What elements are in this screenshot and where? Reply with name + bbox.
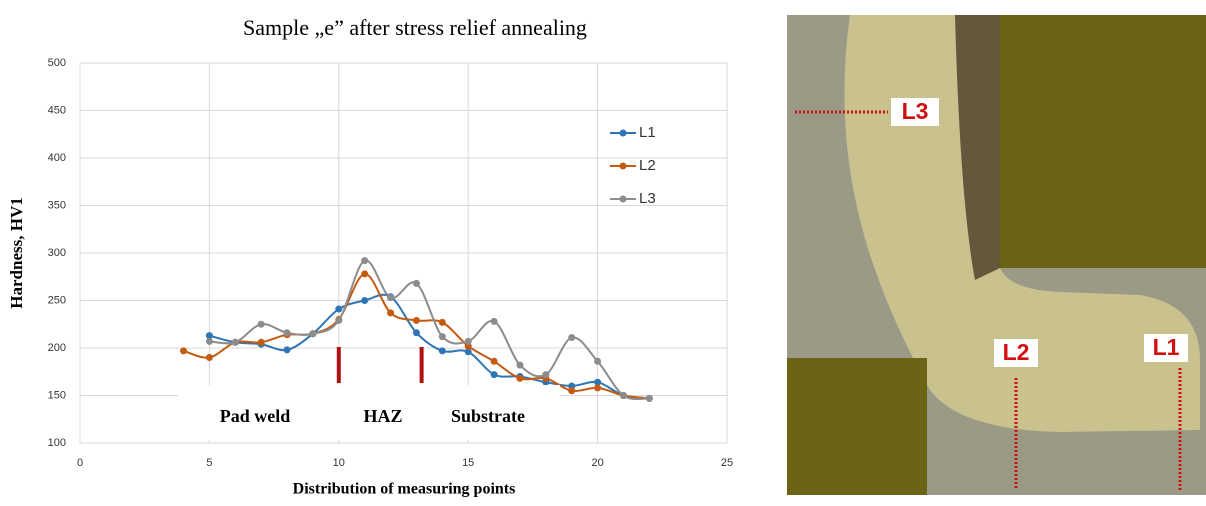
legend-label: L1 (639, 124, 656, 141)
data-point (516, 374, 524, 382)
x-tick-label: 0 (77, 457, 83, 469)
series-line (209, 259, 650, 401)
data-point (412, 329, 420, 337)
legend-marker (619, 129, 627, 137)
data-point (309, 330, 317, 338)
data-point (594, 357, 602, 365)
data-point (205, 337, 213, 345)
zone-boundary (336, 347, 341, 383)
data-point (490, 357, 498, 365)
label-box (891, 98, 939, 126)
data-point (438, 318, 446, 326)
label-box (1144, 334, 1188, 362)
data-point (516, 361, 524, 369)
data-point (438, 347, 446, 355)
y-tick-label: 500 (48, 57, 66, 69)
data-point (542, 371, 550, 379)
data-point (361, 257, 369, 265)
annotation-backdrop (178, 385, 560, 440)
data-point (361, 270, 369, 278)
data-point (412, 316, 420, 324)
y-tick-label: 300 (48, 247, 66, 259)
data-point (387, 309, 395, 317)
x-tick-label: 25 (721, 457, 733, 469)
data-point (231, 338, 239, 346)
zone-label: HAZ (363, 406, 402, 426)
data-point (180, 347, 188, 355)
x-tick-label: 20 (591, 457, 603, 469)
x-tick-label: 10 (333, 457, 345, 469)
data-point (205, 354, 213, 361)
data-point (568, 387, 576, 395)
x-axis-label: Distribution of measuring points (293, 481, 516, 498)
dark-edge (955, 15, 1000, 280)
legend-marker (619, 162, 627, 170)
zone-boundary (419, 347, 424, 383)
data-point (594, 384, 602, 392)
chart-title: Sample „e” after stress relief annealing (243, 15, 587, 40)
data-point (619, 392, 627, 399)
data-point (205, 332, 213, 340)
legend-marker (619, 195, 627, 203)
data-point (335, 316, 343, 324)
image-label: L3 (902, 98, 929, 124)
data-point (645, 394, 653, 402)
data-point (438, 333, 446, 341)
data-point (490, 371, 498, 379)
data-point (257, 320, 265, 328)
data-point (257, 338, 265, 346)
image-label: L1 (1153, 334, 1180, 360)
y-tick-label: 450 (48, 104, 66, 116)
micrograph: L3 L2 L1 (787, 15, 1206, 495)
image-label: L2 (1003, 339, 1030, 365)
masked-area (1000, 15, 1206, 268)
data-point (464, 337, 472, 345)
data-point (568, 334, 576, 342)
x-tick-label: 15 (462, 457, 474, 469)
y-tick-label: 150 (48, 389, 66, 401)
legend-label: L3 (639, 190, 656, 207)
data-point (412, 279, 420, 287)
y-tick-label: 100 (48, 437, 66, 449)
data-point (490, 317, 498, 325)
data-point (283, 346, 291, 354)
data-point (283, 329, 291, 337)
x-tick-label: 5 (206, 457, 212, 469)
y-tick-label: 400 (48, 152, 66, 164)
y-axis-label: Hardness, HV1 (7, 197, 26, 308)
legend-label: L2 (639, 157, 656, 174)
label-box (994, 339, 1038, 367)
data-point (387, 294, 395, 302)
y-tick-label: 200 (48, 342, 66, 354)
masked-area (787, 358, 927, 495)
data-point (594, 378, 602, 386)
zone-label: Pad weld (220, 406, 291, 426)
y-tick-label: 250 (48, 294, 66, 306)
data-point (335, 305, 343, 313)
zone-label: Substrate (451, 406, 525, 426)
y-tick-label: 350 (48, 199, 66, 211)
data-point (464, 348, 472, 356)
data-point (361, 297, 369, 304)
